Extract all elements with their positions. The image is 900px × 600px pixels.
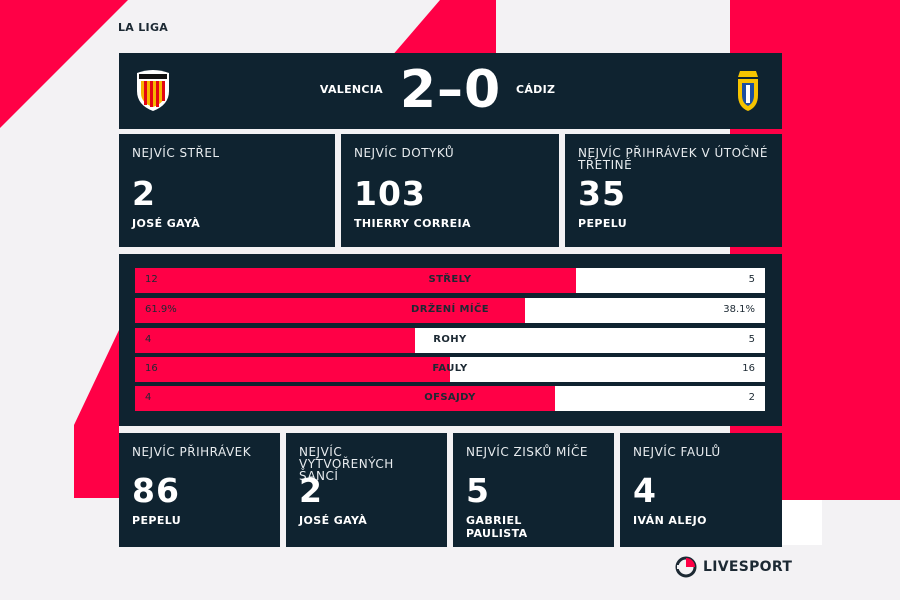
card-player: THIERRY CORREIA: [354, 217, 471, 230]
stat-home-fill: [135, 357, 450, 382]
card-title: NEJVÍC VYTVOŘENÝCH ŠANCÍ: [299, 445, 394, 483]
card-player: GABRIEL PAULISTA: [466, 514, 528, 540]
stat-home-fill: [135, 298, 525, 323]
card-title: NEJVÍC PŘIHRÁVEK: [132, 445, 252, 459]
bg-shape-white-bottom: [782, 500, 822, 545]
stat-row-fouls: 16 FAULY 16: [135, 357, 765, 382]
card-player: PEPELU: [578, 217, 628, 230]
stat-label: OFSAJDY: [424, 392, 476, 403]
match-score: 2–0: [399, 60, 502, 120]
stat-row-shots: 12 STŘELY 5: [135, 268, 765, 293]
card-most-chances: NEJVÍC VYTVOŘENÝCH ŠANCÍ 2 JOSÉ GAYÀ: [286, 433, 447, 547]
card-most-fouls: NEJVÍC FAULŮ 4 IVÁN ALEJO: [620, 433, 782, 547]
card-value: 5: [466, 471, 490, 510]
brand-name: LIVESPORT: [703, 559, 793, 575]
card-title: NEJVÍC FAULŮ: [633, 445, 721, 459]
league-label: LA LIGA: [118, 21, 169, 34]
home-team-name: VALENCIA: [319, 83, 383, 96]
card-most-recoveries: NEJVÍC ZISKŮ MÍČE 5 GABRIEL PAULISTA: [453, 433, 614, 547]
score-header: VALENCIA 2–0 CÁDIZ: [119, 53, 782, 129]
card-player: IVÁN ALEJO: [633, 514, 707, 527]
card-value: 86: [132, 471, 180, 510]
stat-label: DRŽENÍ MÍČE: [411, 304, 489, 315]
card-player: JOSÉ GAYÀ: [132, 217, 201, 230]
stat-row-possession: 61.9% DRŽENÍ MÍČE 38.1%: [135, 298, 765, 323]
stat-label: FAULY: [432, 363, 468, 374]
bg-shape-white-right: [782, 128, 900, 500]
valencia-crest-icon: [137, 70, 169, 111]
stat-away-value: 16: [742, 363, 755, 374]
bg-shape-left-mid: [74, 330, 119, 498]
card-title: NEJVÍC DOTYKŮ: [354, 146, 455, 160]
away-team-name: CÁDIZ: [516, 83, 556, 96]
card-value: 4: [633, 471, 657, 510]
card-title: NEJVÍC ZISKŮ MÍČE: [466, 445, 588, 459]
stat-home-fill: [135, 328, 416, 353]
stats-comparison: 12 STŘELY 5 61.9% DRŽENÍ MÍČE 38.1% 4 RO…: [119, 254, 782, 426]
card-player: JOSÉ GAYÀ: [299, 514, 368, 527]
cadiz-crest-icon: [738, 71, 758, 111]
bg-shape-top-left: [0, 0, 128, 128]
card-title: NEJVÍC PŘIHRÁVEK V ÚTOČNÉ TŘETINĚ: [578, 146, 768, 172]
stat-away-value: 2: [748, 392, 755, 403]
card-value: 35: [578, 174, 626, 213]
stat-home-value: 61.9%: [145, 304, 177, 315]
stat-home-value: 16: [145, 363, 158, 374]
livesport-logo: LIVESPORT: [675, 556, 792, 578]
stat-away-value: 5: [748, 334, 755, 345]
card-value: 2: [132, 174, 156, 213]
stat-label: ROHY: [433, 334, 467, 345]
card-player: PEPELU: [132, 514, 182, 527]
card-most-touches: NEJVÍC DOTYKŮ 103 THIERRY CORREIA: [341, 134, 559, 247]
stat-home-value: 4: [145, 334, 152, 345]
stat-home-fill: [135, 268, 576, 293]
stat-home-value: 4: [145, 392, 152, 403]
stat-away-value: 5: [748, 274, 755, 285]
stat-home-fill: [135, 386, 556, 411]
card-value: 2: [299, 471, 323, 510]
card-most-shots: NEJVÍC STŘEL 2 JOSÉ GAYÀ: [119, 134, 335, 247]
livesport-logo-icon: [675, 556, 697, 578]
card-value: 103: [354, 174, 426, 213]
stat-home-value: 12: [145, 274, 158, 285]
card-final-third-passes: NEJVÍC PŘIHRÁVEK V ÚTOČNÉ TŘETINĚ 35 PEP…: [565, 134, 782, 247]
stat-away-value: 38.1%: [723, 304, 755, 315]
stat-label: STŘELY: [428, 274, 472, 285]
card-title: NEJVÍC STŘEL: [132, 146, 220, 160]
stat-row-corners: 4 ROHY 5: [135, 328, 765, 353]
card-most-passes: NEJVÍC PŘIHRÁVEK 86 PEPELU: [119, 433, 280, 547]
stat-row-offsides: 4 OFSAJDY 2: [135, 386, 765, 411]
